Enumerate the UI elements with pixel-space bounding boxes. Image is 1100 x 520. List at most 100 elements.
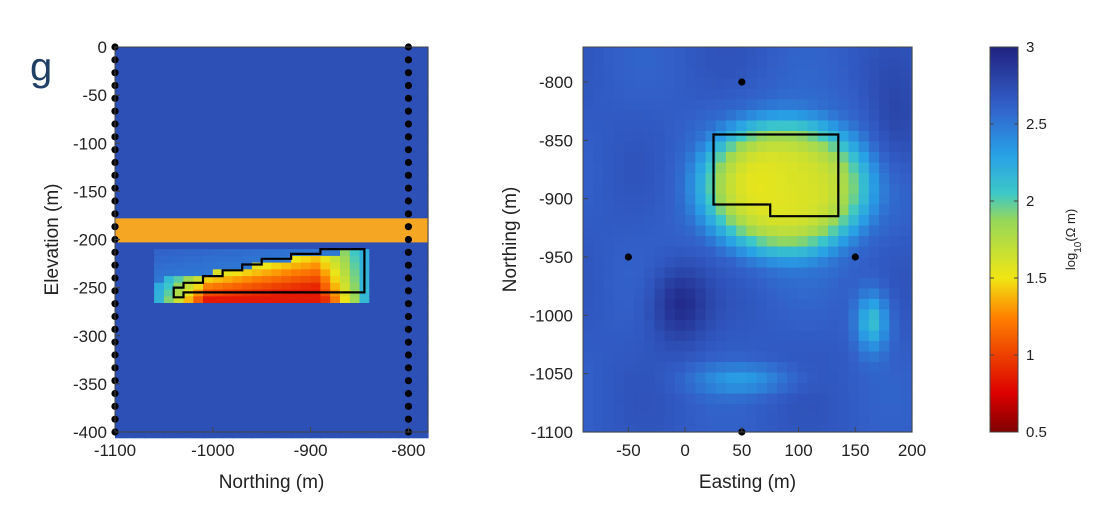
heatmap-cell [634,404,645,416]
heatmap-cell [115,343,126,351]
heatmap-cell [858,299,870,311]
heatmap-cell [134,188,145,196]
heatmap-cell [212,255,224,264]
heatmap-cell [330,141,341,149]
heatmap-cell [858,68,870,80]
heatmap-cell [736,278,747,290]
heatmap-cell [124,121,136,129]
heatmap-cell [868,68,880,80]
heatmap-cell [613,267,625,279]
heatmap-cell [369,67,380,75]
heatmap-cell [291,377,302,385]
heatmap-cell [310,316,321,324]
heatmap-cell [408,249,419,257]
heatmap-cell [173,410,185,419]
heatmap-cell [349,242,361,250]
heatmap-cell [340,431,351,439]
heatmap-cell [310,336,321,344]
heatmap-cell [398,60,410,68]
heatmap-cell [203,148,214,156]
heatmap-cell [654,246,666,258]
heatmap-cell [242,181,253,190]
heatmap-cell [281,47,292,55]
heatmap-cell [674,330,686,342]
borehole-point [404,274,413,282]
heatmap-cell [674,309,686,321]
heatmap-cell [583,131,594,143]
heatmap-cell [418,161,429,169]
heatmap-cell [388,87,400,95]
heatmap-cell [787,173,798,185]
heatmap-cell [777,225,788,237]
heatmap-cell [817,173,829,185]
heatmap-cell [340,181,351,190]
heatmap-cell [163,181,175,190]
heatmap-cell [838,425,850,433]
heatmap-cell [359,114,370,122]
heatmap-cell [398,121,410,129]
heatmap-cell [349,276,361,284]
heatmap-cell [349,350,361,358]
heatmap-cell [163,195,175,203]
heatmap-cell [388,410,400,419]
heatmap-cell [583,425,594,433]
heatmap-cell [251,114,263,122]
heatmap-cell [134,269,145,277]
heatmap-cell [310,417,321,425]
heatmap-cell [583,414,594,426]
heatmap-cell [868,425,880,433]
heatmap-cell [797,320,809,332]
heatmap-cell [725,267,737,279]
heatmap-cell [271,67,282,75]
heatmap-cell [797,309,809,321]
heatmap-cell [583,225,594,237]
heatmap-cell [212,53,224,61]
heatmap-cell [777,257,788,269]
heatmap-cell [756,173,768,185]
right-panel-plan-view: -50 0 50 100 150 200 -800-850-900-950-1000-10… [500,46,926,493]
heatmap-cell [271,127,282,136]
heatmap-cell [183,343,194,351]
heatmap-cell [807,341,819,353]
heatmap-cell [251,87,263,95]
heatmap-cell [134,161,145,169]
heatmap-cell [593,131,604,143]
heatmap-cell [695,309,707,321]
heatmap-cell [685,215,696,227]
heatmap-cell [634,257,645,269]
heatmap-cell [725,404,737,416]
heatmap-cell [828,173,839,185]
heatmap-cell [736,320,747,332]
heatmap-cell [310,377,321,385]
heatmap-cell [715,330,727,342]
heatmap-cell [124,74,136,82]
heatmap-cell [271,330,282,338]
heatmap-cell [603,78,615,90]
heatmap-cell [271,336,282,344]
heatmap-cell [715,225,727,237]
heatmap-cell [388,134,400,142]
heatmap-cell [242,316,253,324]
heatmap-cell [797,383,809,395]
heatmap-cell [115,80,126,88]
heatmap-cell [695,152,707,164]
heatmap-cell [613,162,625,174]
heatmap-cell [359,148,370,156]
heatmap-cell [349,404,361,412]
heatmap-cell [291,309,302,318]
heatmap-cell [634,57,645,69]
heatmap-cell [134,370,145,378]
heatmap-cell [310,282,321,291]
heatmap-cell [222,309,233,318]
heatmap-cell [583,330,594,342]
heatmap-cell [868,173,880,185]
heatmap-cell [797,372,809,384]
heatmap-cell [664,110,676,122]
heatmap-cell [868,320,880,332]
heatmap-cell [183,377,194,385]
heatmap-cell [603,236,615,248]
heatmap-cell [388,377,400,385]
heatmap-cell [766,141,778,153]
heatmap-cell [388,202,400,210]
heatmap-cell [154,175,165,183]
